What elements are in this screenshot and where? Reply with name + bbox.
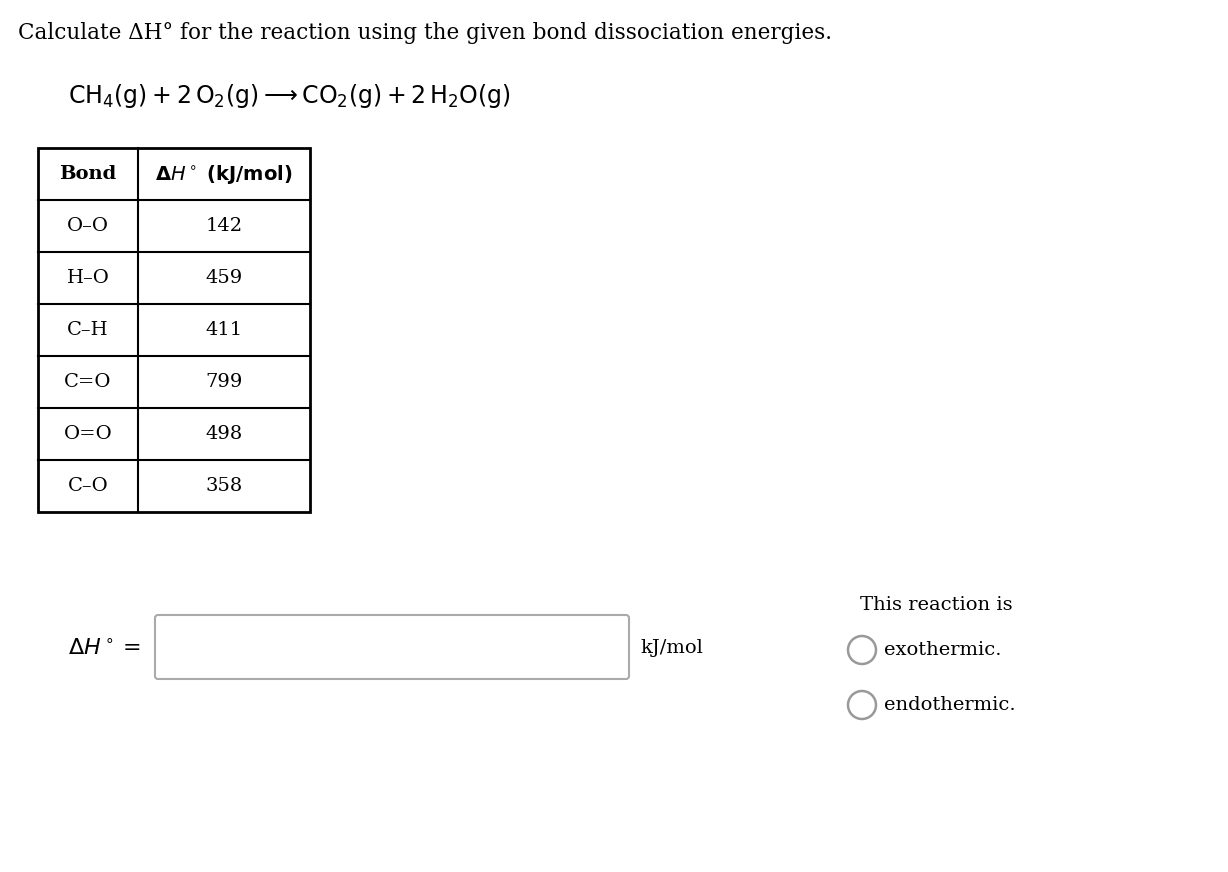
Text: 498: 498 [205, 425, 243, 443]
Text: O–O: O–O [68, 217, 109, 235]
Text: 142: 142 [205, 217, 243, 235]
Text: C–O: C–O [68, 477, 108, 495]
Text: 799: 799 [205, 373, 243, 391]
Text: endothermic.: endothermic. [884, 696, 1016, 714]
Text: O=O: O=O [64, 425, 113, 443]
Text: C–H: C–H [68, 321, 109, 339]
Text: kJ/mol: kJ/mol [640, 639, 702, 657]
Text: $\mathbf{\Delta}\mathit{H}^\circ$ $\mathbf{(kJ/mol)}$: $\mathbf{\Delta}\mathit{H}^\circ$ $\math… [155, 162, 292, 186]
Text: H–O: H–O [66, 269, 109, 287]
FancyBboxPatch shape [155, 615, 629, 679]
Text: exothermic.: exothermic. [884, 641, 1002, 659]
Text: $\Delta H^\circ =$: $\Delta H^\circ =$ [68, 637, 140, 658]
Bar [38, 148, 309, 512]
Text: Calculate ΔH° for the reaction using the given bond dissociation energies.: Calculate ΔH° for the reaction using the… [18, 22, 833, 44]
Text: 358: 358 [205, 477, 243, 495]
Text: 459: 459 [205, 269, 243, 287]
Text: C=O: C=O [64, 373, 112, 391]
Text: $\mathrm{CH_4(g) + 2\,O_2(g) \longrightarrow CO_2(g) + 2\,H_2O(g)}$: $\mathrm{CH_4(g) + 2\,O_2(g) \longrighta… [68, 82, 511, 110]
Text: 411: 411 [205, 321, 243, 339]
Text: Bond: Bond [59, 165, 117, 183]
Text: This reaction is: This reaction is [860, 596, 1013, 614]
